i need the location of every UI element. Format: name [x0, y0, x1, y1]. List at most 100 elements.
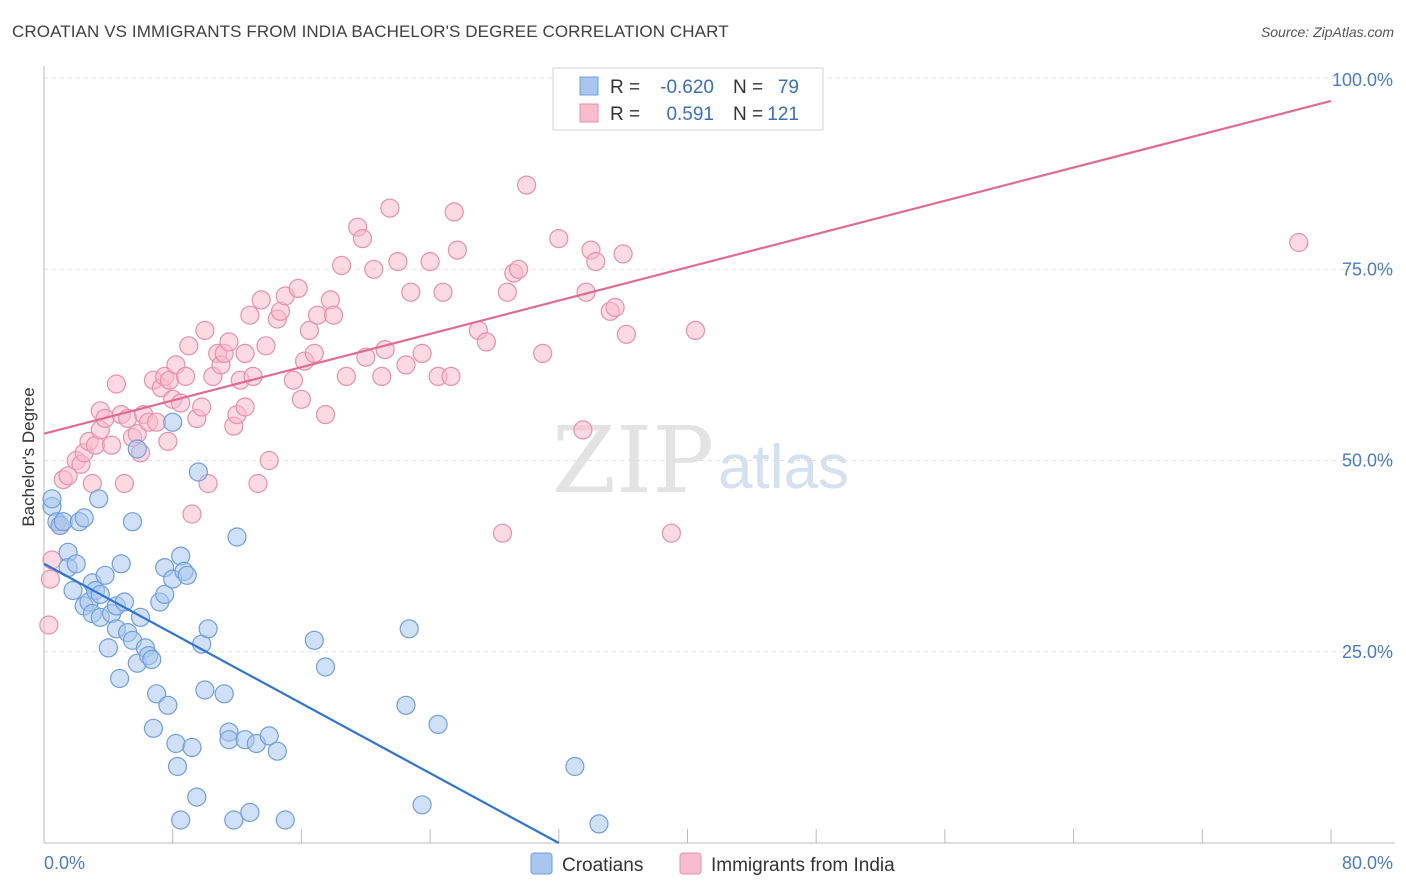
india-point-94 — [508, 259, 529, 279]
y-axis-tick-labels: 25.0% 50.0% 75.0% 100.0% — [1332, 70, 1393, 662]
x-tick-label-max: 80.0% — [1342, 853, 1393, 873]
india-point-67 — [315, 405, 336, 425]
croatian-point-19 — [95, 565, 115, 585]
india-point-2 — [42, 550, 62, 570]
y-axis-label: Bachelor's Degree — [19, 387, 38, 526]
india-point-76 — [372, 366, 392, 386]
india-point-86 — [441, 366, 461, 386]
legend-r-value-1: -0.620 — [660, 77, 714, 98]
india-point-15 — [101, 435, 122, 455]
y-tick-label-75: 75.0% — [1342, 259, 1393, 279]
india-point-80 — [396, 355, 416, 375]
croatian-point-4 — [53, 512, 73, 532]
croatians-trend-line — [43, 562, 560, 844]
croatian-point-64 — [259, 726, 279, 746]
y-tick-label-50: 50.0% — [1342, 451, 1393, 471]
india-point-82 — [412, 343, 432, 363]
legend-r-label-2: R = — [610, 104, 640, 125]
india-point-26 — [147, 412, 167, 432]
croatian-point-72 — [428, 714, 448, 735]
croatian-point-49 — [177, 565, 197, 585]
croatian-point-7 — [63, 580, 83, 601]
croatian-point-65 — [267, 741, 287, 761]
axes — [43, 66, 1395, 844]
india-point-52 — [243, 366, 263, 386]
india-point-88 — [447, 240, 467, 260]
y-tick-label-25: 25.0% — [1342, 642, 1393, 662]
bottom-legend-croatians: Croatians — [562, 855, 643, 876]
india-point-64 — [299, 320, 319, 340]
india-point-87 — [444, 202, 464, 222]
croatian-point-28 — [122, 512, 143, 532]
y-tick-label-100: 100.0% — [1332, 70, 1393, 90]
india-point-55 — [256, 336, 276, 356]
croatian-point-67 — [304, 630, 324, 650]
india-point-105 — [616, 324, 637, 344]
india-point-104 — [613, 244, 633, 264]
watermark: ZIP atlas — [552, 407, 849, 514]
croatian-point-43 — [163, 412, 183, 432]
series-legend: Croatians Immigrants from India — [530, 852, 895, 876]
india-point-79 — [388, 252, 408, 272]
stats-legend: R = -0.620 N = 79 R = 0.591 N = 121 — [552, 67, 824, 131]
croatian-point-56 — [214, 684, 234, 704]
croatian-point-36 — [143, 718, 163, 738]
chart-title: CROATIAN VS IMMIGRANTS FROM INDIA BACHEL… — [12, 22, 729, 41]
india-point-73 — [352, 229, 373, 249]
india-point-66 — [307, 305, 328, 325]
india-point-61 — [288, 278, 308, 298]
legend-swatch-india — [579, 103, 599, 123]
india-point-53 — [248, 473, 268, 494]
croatian-point-68 — [315, 657, 336, 677]
india-point-91 — [492, 523, 513, 543]
india-point-50 — [235, 343, 255, 363]
watermark-atlas: atlas — [718, 433, 849, 502]
india-point-92 — [497, 282, 517, 302]
india-point-95 — [516, 175, 537, 195]
croatian-point-47 — [171, 810, 191, 830]
india-trend-line — [43, 99, 1332, 435]
india-point-70 — [332, 255, 352, 275]
india-point-97 — [549, 229, 569, 249]
croatian-point-20 — [98, 638, 119, 658]
legend-n-label-2: N = — [733, 104, 763, 125]
india-point-78 — [380, 198, 400, 218]
croatian-point-60 — [227, 527, 247, 547]
croatian-points — [42, 412, 609, 834]
india-point-107 — [685, 320, 706, 340]
india-point-45 — [219, 332, 239, 352]
source-credit: Source: ZipAtlas.com — [1260, 24, 1394, 40]
croatian-point-54 — [195, 680, 215, 700]
croatian-point-8 — [66, 554, 86, 574]
bottom-legend-india: Immigrants from India — [711, 855, 895, 876]
india-point-71 — [336, 366, 356, 386]
croatian-point-52 — [188, 462, 208, 482]
india-point-5 — [58, 466, 78, 486]
india-point-54 — [251, 290, 271, 310]
legend-n-value-2: 121 — [767, 104, 799, 125]
legend-n-label-1: N = — [733, 77, 763, 98]
croatian-point-71 — [412, 795, 432, 815]
croatian-point-58 — [219, 730, 239, 750]
legend-n-value-1: 79 — [778, 77, 799, 98]
india-point-18 — [114, 473, 135, 494]
croatian-point-74 — [589, 814, 609, 834]
bottom-legend-swatch-india — [679, 852, 702, 875]
croatian-point-70 — [399, 619, 419, 639]
india-point-108 — [1289, 232, 1309, 253]
india-points — [39, 175, 1309, 635]
india-point-35 — [179, 336, 199, 356]
india-point-34 — [176, 366, 196, 386]
india-point-62 — [291, 389, 311, 409]
india-point-51 — [240, 305, 260, 325]
croatian-point-44 — [166, 733, 186, 754]
croatian-point-16 — [89, 489, 109, 509]
croatian-point-40 — [155, 584, 175, 605]
x-axis-ticks — [43, 829, 1332, 843]
india-point-96 — [533, 343, 553, 363]
india-point-39 — [195, 320, 215, 340]
croatian-point-51 — [187, 787, 207, 807]
india-point-1 — [40, 569, 61, 589]
croatian-point-59 — [224, 810, 244, 830]
